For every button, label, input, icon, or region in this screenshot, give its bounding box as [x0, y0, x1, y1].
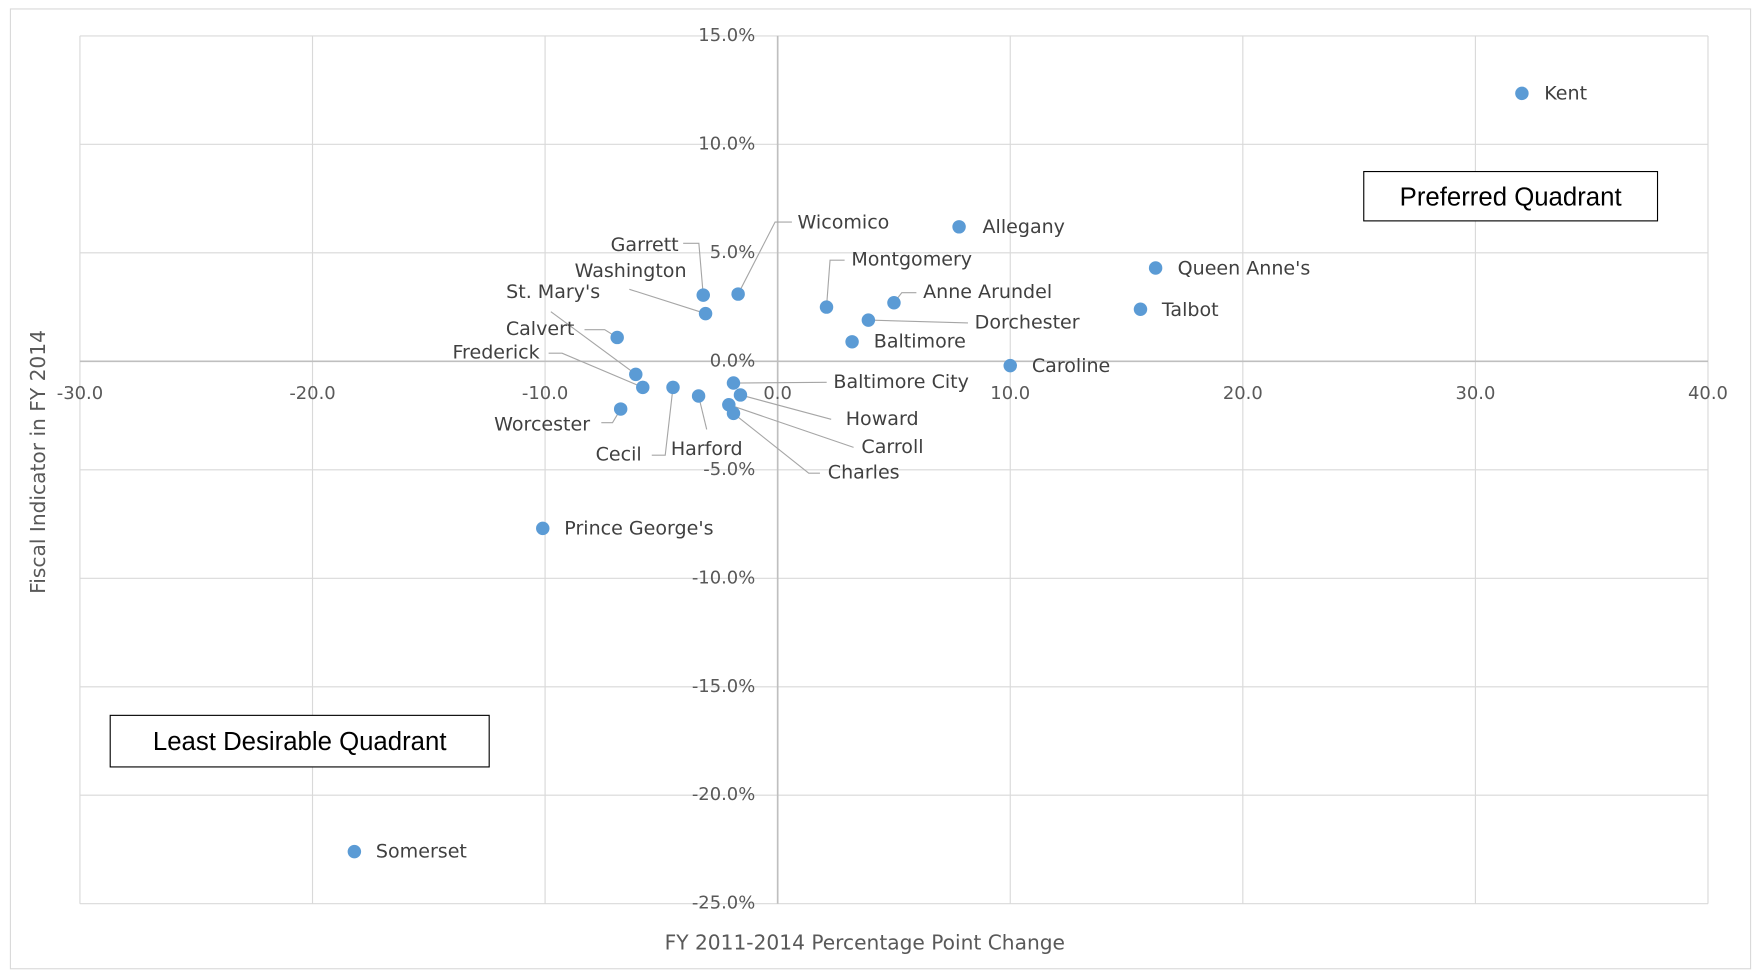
point — [636, 380, 650, 395]
x-tick-label: -30.0 — [57, 383, 103, 404]
point-label: Allegany — [983, 216, 1065, 238]
leader-line — [825, 259, 845, 308]
point-label: Somerset — [376, 841, 467, 863]
point-label: Washington — [575, 260, 687, 282]
y-tick-label: 15.0% — [698, 25, 755, 46]
point-label: Frederick — [453, 342, 540, 364]
point-label: Howard — [846, 408, 919, 430]
x-tick-label: -10.0 — [522, 383, 568, 404]
leader-line — [740, 394, 832, 420]
x-tick-label: 20.0 — [1223, 383, 1263, 404]
y-tick-label: -15.0% — [692, 676, 755, 697]
leader-line — [548, 352, 643, 388]
x-tick-label: -20.0 — [289, 383, 335, 404]
point-label: Carroll — [861, 436, 923, 458]
point-label: Kent — [1544, 83, 1587, 105]
point — [819, 300, 834, 314]
point — [691, 389, 706, 403]
point — [861, 313, 876, 327]
chart-border — [9, 8, 1752, 970]
point — [1133, 302, 1148, 316]
point — [726, 406, 741, 421]
x-tick-label: 0.0 — [763, 383, 792, 404]
point — [613, 402, 628, 416]
y-axis-title: Fiscal Indicator in FY 2014 — [26, 330, 50, 594]
leader-line — [733, 381, 827, 384]
annotation: Preferred Quadrant — [1400, 183, 1622, 211]
point — [1003, 358, 1017, 373]
point-label: Montgomery — [851, 249, 972, 271]
point-label: Caroline — [1032, 355, 1110, 377]
point-label: Queen Anne's — [1178, 258, 1311, 280]
x-tick-label: 30.0 — [1455, 383, 1495, 404]
point-label: St. Mary's — [506, 281, 600, 303]
point — [347, 844, 362, 859]
point — [698, 306, 713, 321]
y-tick-label: -20.0% — [692, 784, 755, 805]
leader-line — [737, 221, 792, 295]
point-label: Talbot — [1161, 299, 1219, 321]
point-label: Garrett — [611, 234, 680, 256]
leader-line — [868, 319, 968, 324]
annotation-box — [1363, 170, 1659, 222]
point — [733, 388, 748, 402]
y-tick-label: -10.0% — [692, 567, 755, 588]
point — [666, 380, 680, 395]
point — [1515, 86, 1529, 101]
x-tick-label: 40.0 — [1688, 383, 1728, 404]
annotation-box — [109, 714, 490, 768]
point-label: Anne Arundel — [923, 281, 1052, 303]
point — [696, 288, 710, 302]
x-axis-title: FY 2011-2014 Percentage Point Change — [665, 931, 1065, 955]
annotation: Least Desirable Quadrant — [153, 728, 447, 756]
y-tick-label: -5.0% — [703, 459, 755, 480]
point — [726, 376, 741, 390]
point — [845, 335, 859, 349]
leader-line — [683, 242, 704, 296]
point-label: Baltimore — [874, 330, 966, 352]
leader-line — [629, 288, 706, 315]
y-tick-label: 0.0% — [710, 350, 756, 371]
leader-line — [733, 412, 820, 474]
point — [610, 330, 624, 345]
x-tick-label: 10.0 — [990, 383, 1030, 404]
leader-line — [651, 387, 674, 456]
leader-line — [728, 404, 854, 448]
point-label: Cecil — [596, 444, 642, 466]
point-label: Prince George's — [564, 518, 713, 540]
y-tick-label: 5.0% — [710, 242, 756, 263]
point-label: Baltimore City — [833, 371, 969, 393]
leader-line — [550, 311, 637, 375]
point-label: Dorchester — [975, 311, 1080, 333]
point — [629, 367, 643, 382]
point — [1148, 261, 1163, 275]
point — [536, 521, 550, 536]
point-label: Calvert — [506, 318, 575, 340]
point-label: Charles — [828, 462, 900, 484]
point-label: Worcester — [494, 413, 590, 435]
point-label: Harford — [671, 438, 743, 460]
point — [887, 296, 901, 310]
point-label: Wicomico — [798, 212, 890, 234]
y-tick-label: 10.0% — [698, 133, 755, 154]
point — [731, 287, 745, 301]
point — [952, 220, 966, 234]
y-tick-label: -25.0% — [692, 893, 755, 914]
